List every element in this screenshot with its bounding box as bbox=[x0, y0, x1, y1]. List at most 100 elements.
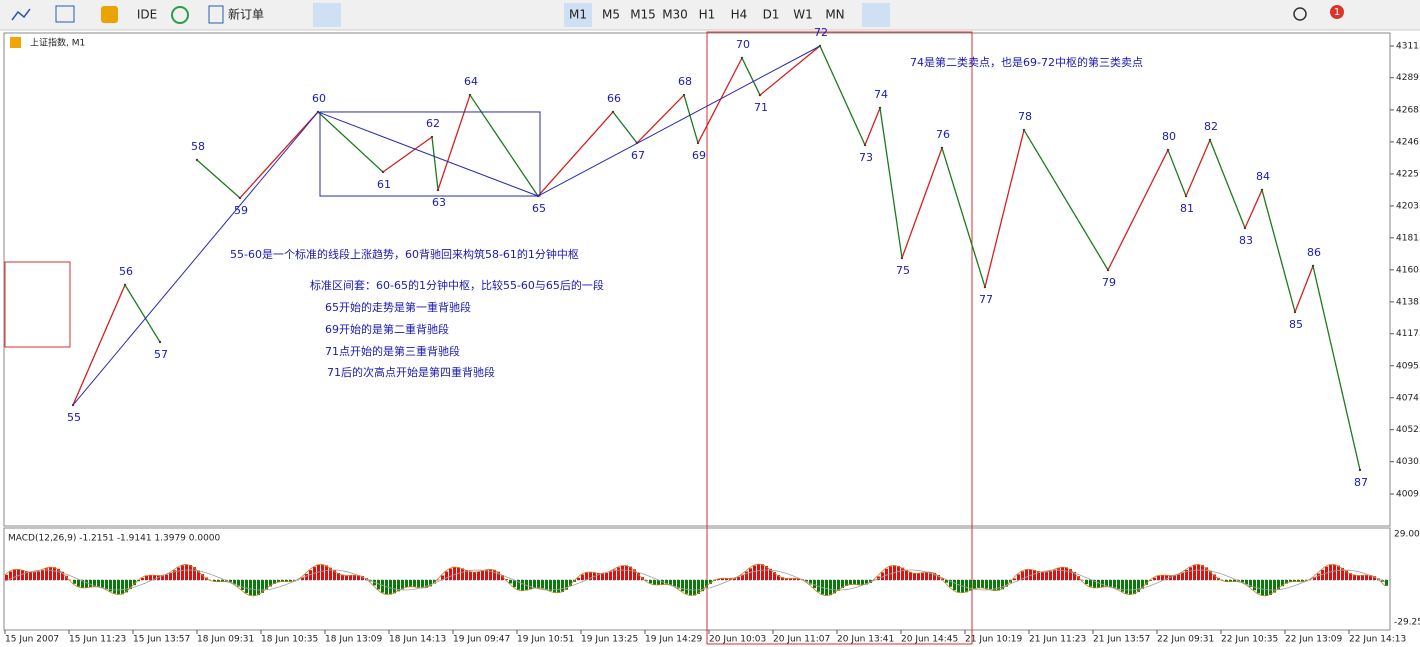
macd-bar bbox=[941, 578, 944, 580]
price-segment bbox=[1209, 139, 1246, 229]
macd-bar bbox=[913, 573, 916, 580]
macd-bar bbox=[993, 580, 996, 591]
macd-bar bbox=[1041, 571, 1044, 580]
macd-bar bbox=[165, 574, 168, 580]
macd-bar bbox=[281, 580, 284, 582]
macd-bar bbox=[1085, 580, 1088, 585]
macd-bar bbox=[665, 580, 668, 585]
macd-bar bbox=[361, 575, 364, 580]
macd-bar bbox=[549, 580, 552, 591]
macd-bar bbox=[617, 567, 620, 580]
timeframe-button[interactable]: M30 bbox=[662, 8, 688, 22]
macd-bar bbox=[345, 575, 348, 580]
x-tick-label: 21 Jun 13:57 bbox=[1093, 635, 1150, 645]
timeframe-button[interactable]: MN bbox=[825, 8, 844, 22]
signals-icon[interactable] bbox=[171, 6, 189, 24]
cursor-tool-active[interactable] bbox=[862, 3, 890, 27]
macd-bar bbox=[477, 571, 480, 580]
y-tick-label: 4289.9 bbox=[1396, 73, 1420, 83]
x-tick-label: 21 Jun 10:19 bbox=[965, 635, 1022, 645]
macd-bar bbox=[73, 580, 76, 584]
search-icon[interactable] bbox=[1293, 7, 1307, 21]
macd-bar bbox=[77, 580, 80, 587]
macd-bar bbox=[613, 569, 616, 580]
swing-point bbox=[1358, 468, 1362, 472]
macd-bar bbox=[881, 572, 884, 580]
x-tick-label: 22 Jun 09:31 bbox=[1157, 635, 1214, 645]
macd-bar bbox=[445, 571, 448, 580]
macd-bar bbox=[389, 580, 392, 595]
macd-bar bbox=[773, 572, 776, 580]
template-icon[interactable] bbox=[55, 5, 75, 23]
x-tick-label: 21 Jun 11:23 bbox=[1029, 635, 1086, 645]
macd-bar bbox=[145, 575, 148, 580]
price-segment bbox=[864, 107, 881, 146]
price-segment bbox=[901, 147, 943, 259]
macd-bar bbox=[817, 580, 820, 592]
macd-bar bbox=[977, 580, 980, 589]
y-tick-label: 4030.9 bbox=[1396, 457, 1420, 467]
macd-bar bbox=[1225, 580, 1228, 582]
swing-label: 67 bbox=[631, 149, 645, 162]
macd-bar bbox=[717, 579, 720, 580]
macd-bar bbox=[1249, 580, 1252, 587]
macd-bar bbox=[745, 571, 748, 580]
price-segment bbox=[196, 159, 241, 199]
notification-badge[interactable] bbox=[1330, 5, 1344, 19]
macd-bar bbox=[1233, 580, 1236, 582]
swing-label: 60 bbox=[312, 92, 326, 105]
macd-bar bbox=[301, 577, 304, 580]
macd-bar bbox=[181, 565, 184, 580]
macd-bar bbox=[473, 572, 476, 580]
macd-bar bbox=[1317, 573, 1320, 580]
macd-bar bbox=[1033, 570, 1036, 580]
price-segment bbox=[1023, 129, 1109, 271]
timeframe-button[interactable]: M15 bbox=[630, 8, 656, 22]
macd-bar bbox=[1097, 580, 1100, 588]
macd-bar bbox=[1045, 572, 1048, 580]
swing-label: 76 bbox=[936, 128, 950, 141]
macd-bar bbox=[221, 580, 224, 582]
macd-bar bbox=[953, 580, 956, 591]
y-tick-label: 4095.6 bbox=[1396, 361, 1420, 371]
swing-label: 80 bbox=[1162, 130, 1176, 143]
macd-bar bbox=[637, 573, 640, 580]
macd-bar bbox=[629, 566, 632, 580]
price-segment bbox=[124, 284, 161, 343]
ide-button[interactable]: IDE bbox=[137, 8, 157, 22]
price-segment bbox=[612, 111, 638, 144]
macd-bar bbox=[721, 578, 724, 580]
x-tick-label: 20 Jun 10:03 bbox=[709, 635, 766, 645]
macd-bar bbox=[161, 575, 164, 580]
timeframe-button[interactable]: D1 bbox=[763, 8, 780, 22]
macd-bar bbox=[797, 578, 800, 580]
macd-bar bbox=[1333, 564, 1336, 580]
new-order-button[interactable]: 新订单 bbox=[228, 7, 264, 22]
line-chart-icon[interactable] bbox=[11, 8, 31, 21]
new-order-icon[interactable] bbox=[208, 5, 224, 24]
price-segment bbox=[1294, 265, 1314, 313]
timeframe-button[interactable]: W1 bbox=[793, 8, 813, 22]
timeframe-button[interactable]: H1 bbox=[699, 8, 716, 22]
macd-bar bbox=[1157, 575, 1160, 580]
price-segment bbox=[819, 45, 866, 146]
timeframe-button[interactable]: H4 bbox=[731, 8, 748, 22]
macd-bar bbox=[81, 580, 84, 588]
macd-bar bbox=[949, 580, 952, 587]
price-segment bbox=[382, 136, 433, 173]
timeframe-button[interactable]: M1 bbox=[569, 8, 587, 22]
macd-bar bbox=[373, 580, 376, 586]
annotation: 65开始的走势是第一重背驰段 bbox=[325, 300, 471, 314]
macd-bar bbox=[57, 568, 60, 580]
macd-bar bbox=[117, 580, 120, 595]
macd-bar bbox=[1073, 572, 1076, 580]
macd-bar bbox=[425, 580, 428, 588]
macd-bar bbox=[93, 580, 96, 587]
timeframe-button[interactable]: M5 bbox=[602, 8, 620, 22]
annotation: 55-60是一个标准的线段上涨趋势，60背驰回来构筑58-61的1分钟中枢 bbox=[230, 247, 579, 261]
candle-mode-active[interactable] bbox=[313, 3, 341, 27]
macd-bar bbox=[685, 580, 688, 594]
market-icon[interactable] bbox=[101, 6, 118, 23]
x-tick-label: 19 Jun 13:25 bbox=[581, 635, 638, 645]
